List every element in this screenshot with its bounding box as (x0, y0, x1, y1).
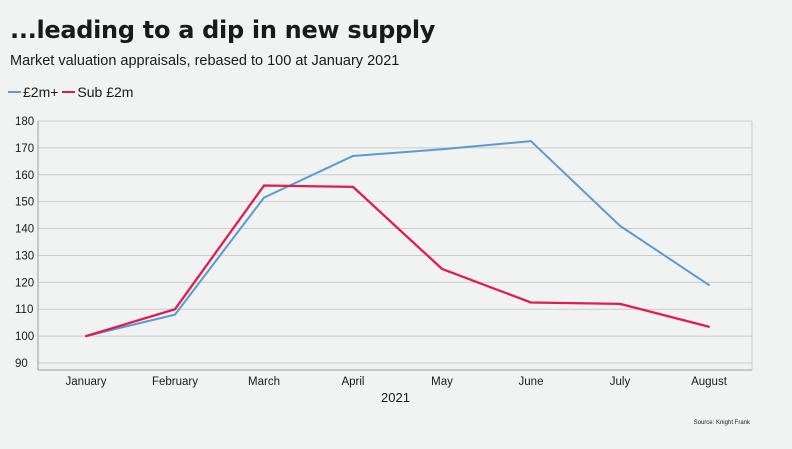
x-axis-label: 2021 (381, 390, 410, 405)
chart-subtitle: Market valuation appraisals, rebased to … (10, 53, 400, 69)
series-lines (85, 140, 710, 338)
data-point-2m-7 (708, 284, 710, 287)
data-point-sub-2m-6 (619, 302, 621, 305)
y-tick-label-150: 150 (15, 197, 34, 209)
data-point-sub-2m-1 (174, 308, 176, 311)
x-tick-label-may: May (431, 376, 453, 388)
legend-item-sub-2m: Sub £2m (62, 84, 133, 100)
x-tick-label-july: July (610, 376, 631, 388)
y-tick-label-100: 100 (15, 331, 34, 343)
y-tick-label-140: 140 (15, 224, 34, 236)
x-tick-label-march: March (248, 376, 280, 388)
gridlines (37, 120, 753, 371)
legend-label-sub-2m: Sub £2m (77, 84, 134, 100)
series-line-2m (85, 140, 710, 338)
chart-title: ...leading to a dip in new supply (10, 16, 436, 44)
data-point-2m-4 (441, 148, 443, 151)
y-axis-ticks: 90 100 110 120 130 140 150 160 170 180 (15, 116, 34, 370)
legend-item-2m-plus: £2m+ (8, 84, 58, 100)
y-tick-label-90: 90 (15, 358, 28, 370)
data-point-sub-2m-2 (263, 184, 265, 187)
legend-swatch-2m-plus (8, 91, 21, 93)
x-tick-label-february: February (152, 376, 198, 388)
x-tick-label-january: January (66, 376, 107, 388)
legend-label-2m-plus: £2m+ (23, 84, 59, 100)
data-point-sub-2m-4 (441, 267, 443, 270)
series-line-sub-2m (85, 184, 710, 338)
legend: £2m+ Sub £2m (8, 84, 137, 100)
data-point-2m-5 (530, 140, 532, 143)
data-point-sub-2m-3 (352, 185, 354, 188)
y-tick-label-180: 180 (15, 116, 34, 128)
x-tick-label-april: April (341, 376, 364, 388)
data-point-sub-2m-0 (85, 335, 87, 338)
x-tick-label-august: August (691, 376, 728, 388)
data-point-2m-6 (619, 224, 621, 227)
data-point-2m-3 (352, 154, 354, 157)
x-tick-label-june: June (519, 376, 544, 388)
y-tick-label-120: 120 (15, 277, 34, 289)
data-point-sub-2m-5 (530, 301, 532, 304)
x-axis-ticks: January February March April May June July Augu… (66, 376, 728, 388)
data-point-2m-2 (263, 196, 265, 199)
source-note: Source: Knight Frank (694, 420, 751, 426)
data-point-sub-2m-7 (708, 325, 710, 328)
y-tick-label-110: 110 (15, 304, 33, 316)
y-tick-label-170: 170 (15, 143, 34, 155)
y-tick-label-130: 130 (15, 250, 34, 262)
y-tick-label-160: 160 (15, 170, 34, 182)
legend-swatch-sub-2m (62, 91, 76, 93)
data-point-2m-1 (174, 313, 176, 316)
